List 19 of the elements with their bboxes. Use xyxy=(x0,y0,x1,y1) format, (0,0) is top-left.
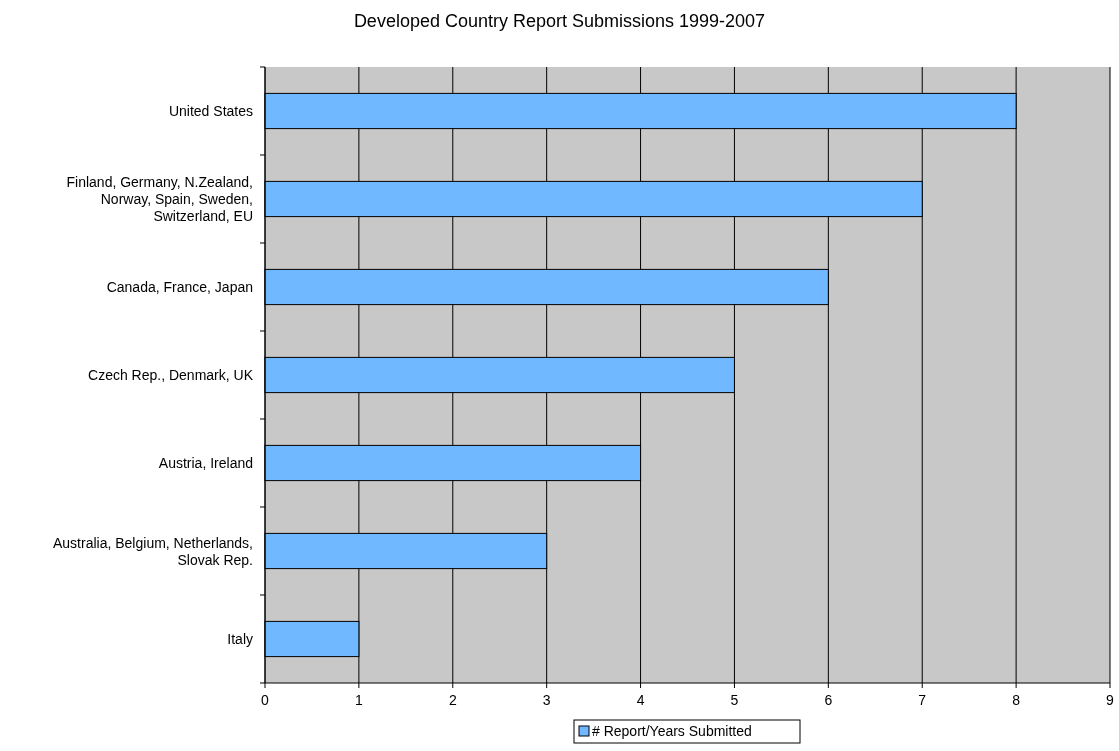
x-tick-label: 7 xyxy=(918,692,927,708)
x-tick-label: 5 xyxy=(730,692,739,708)
y-tick-label: Canada, France, Japan xyxy=(106,279,253,295)
y-tick-label: Italy xyxy=(227,631,253,647)
x-tick-label: 8 xyxy=(1012,692,1021,708)
x-tick-label: 1 xyxy=(354,692,363,708)
x-tick-label: 0 xyxy=(261,692,270,708)
chart-title: Developed Country Report Submissions 1999-2007 xyxy=(353,11,766,31)
y-tick-label: Finland, Germany, N.Zealand, Norway, Spain, Sweden, Switzerland, EU xyxy=(66,174,253,224)
x-tick-label: 6 xyxy=(824,692,833,708)
x-tick-label: 2 xyxy=(448,692,457,708)
legend-label: # Report/Years Submitted xyxy=(592,723,752,739)
x-tick-label: 9 xyxy=(1106,692,1115,708)
y-tick-label: Austria, Ireland xyxy=(158,455,253,471)
x-tick-label: 3 xyxy=(542,692,551,708)
x-tick-label: 4 xyxy=(636,692,645,708)
y-tick-label: Czech Rep., Denmark, UK xyxy=(88,367,254,383)
y-tick-label: Australia, Belgium, Netherlands, Slovak Rep. xyxy=(53,534,253,568)
y-tick-label: United States xyxy=(168,103,253,119)
